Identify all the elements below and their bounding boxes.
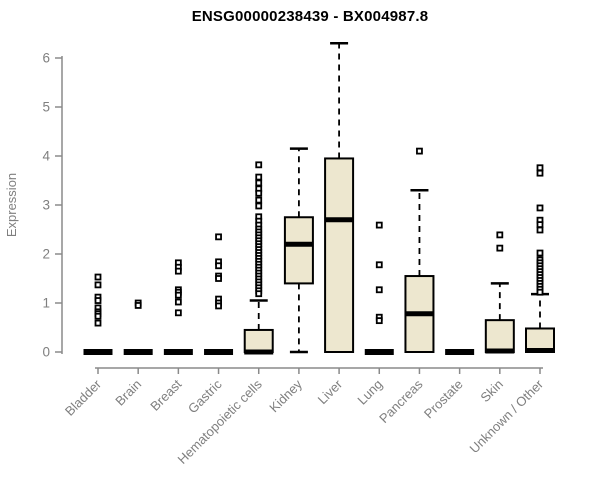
box-rect bbox=[243, 328, 274, 354]
outlier-marker bbox=[255, 290, 263, 298]
outlier-marker bbox=[255, 196, 263, 204]
box-lung bbox=[364, 221, 394, 355]
box-rect bbox=[484, 319, 515, 353]
outlier-marker bbox=[536, 226, 544, 234]
x-tick-label: Brain bbox=[112, 377, 144, 409]
outlier-marker bbox=[375, 261, 383, 269]
outlier-marker bbox=[94, 297, 102, 304]
y-tick-label: 2 bbox=[42, 247, 50, 262]
box-bladder bbox=[83, 273, 113, 355]
outlier-marker bbox=[174, 309, 182, 317]
outlier-marker bbox=[496, 231, 504, 239]
outlier-marker bbox=[536, 249, 544, 257]
box-liver bbox=[324, 42, 355, 353]
outlier-marker bbox=[94, 273, 102, 281]
box-gastric bbox=[204, 233, 234, 355]
box-pancreas bbox=[404, 147, 435, 353]
outlier-marker bbox=[255, 202, 263, 210]
box-kidney bbox=[283, 147, 314, 354]
outlier-marker bbox=[496, 244, 504, 252]
y-tick-label: 1 bbox=[42, 296, 50, 311]
outlier-marker bbox=[215, 233, 222, 241]
x-tick-label: Gastric bbox=[185, 376, 225, 416]
y-tick-label: 3 bbox=[42, 198, 50, 213]
outlier-marker bbox=[416, 147, 423, 155]
outlier-marker bbox=[94, 319, 102, 327]
x-tick-label: Pancreas bbox=[376, 376, 426, 426]
outlier-marker bbox=[94, 312, 102, 320]
outlier-marker bbox=[255, 173, 263, 181]
x-tick-label: Skin bbox=[477, 377, 505, 405]
y-tick-label: 6 bbox=[42, 51, 50, 66]
outlier-marker bbox=[94, 281, 102, 289]
x-tick-label: Prostate bbox=[421, 377, 466, 422]
outlier-marker bbox=[174, 298, 182, 306]
x-tick-label: Kidney bbox=[266, 376, 305, 415]
outlier-marker bbox=[174, 291, 182, 299]
outlier-marker bbox=[255, 161, 263, 169]
x-tick-label: Lung bbox=[354, 377, 385, 408]
outlier-marker bbox=[536, 169, 544, 177]
outlier-marker bbox=[215, 262, 222, 270]
y-tick-label: 4 bbox=[42, 149, 50, 164]
y-axis-title: Expression bbox=[4, 172, 19, 238]
outlier-marker bbox=[375, 286, 383, 294]
outlier-marker bbox=[215, 275, 222, 282]
outlier-marker bbox=[536, 204, 544, 212]
outlier-marker bbox=[536, 288, 544, 296]
box-breast bbox=[163, 259, 193, 355]
box-hematopoietic-cells bbox=[243, 161, 274, 355]
x-tick-label: Bladder bbox=[62, 376, 105, 419]
outlier-marker bbox=[536, 221, 544, 229]
box-skin bbox=[484, 231, 515, 354]
chart-title: ENSG00000238439 - BX004987.8 bbox=[191, 8, 429, 25]
outlier-marker bbox=[375, 317, 383, 325]
outlier-marker bbox=[215, 302, 222, 310]
box-rect bbox=[283, 216, 314, 285]
outlier-marker bbox=[255, 179, 263, 187]
outlier-marker bbox=[174, 267, 182, 275]
outlier-marker bbox=[134, 302, 142, 309]
outlier-marker bbox=[375, 221, 383, 229]
box-rect bbox=[324, 157, 355, 353]
outlier-marker bbox=[536, 164, 544, 172]
box-brain bbox=[123, 299, 153, 355]
y-tick-label: 5 bbox=[42, 100, 50, 115]
y-tick-label: 0 bbox=[42, 345, 50, 360]
x-tick-label: Breast bbox=[147, 376, 184, 413]
x-tick-label: Liver bbox=[315, 376, 346, 407]
box-unknown-other bbox=[525, 164, 555, 354]
x-tick-label: Unknown / Other bbox=[467, 376, 547, 456]
outlier-marker bbox=[255, 189, 263, 197]
